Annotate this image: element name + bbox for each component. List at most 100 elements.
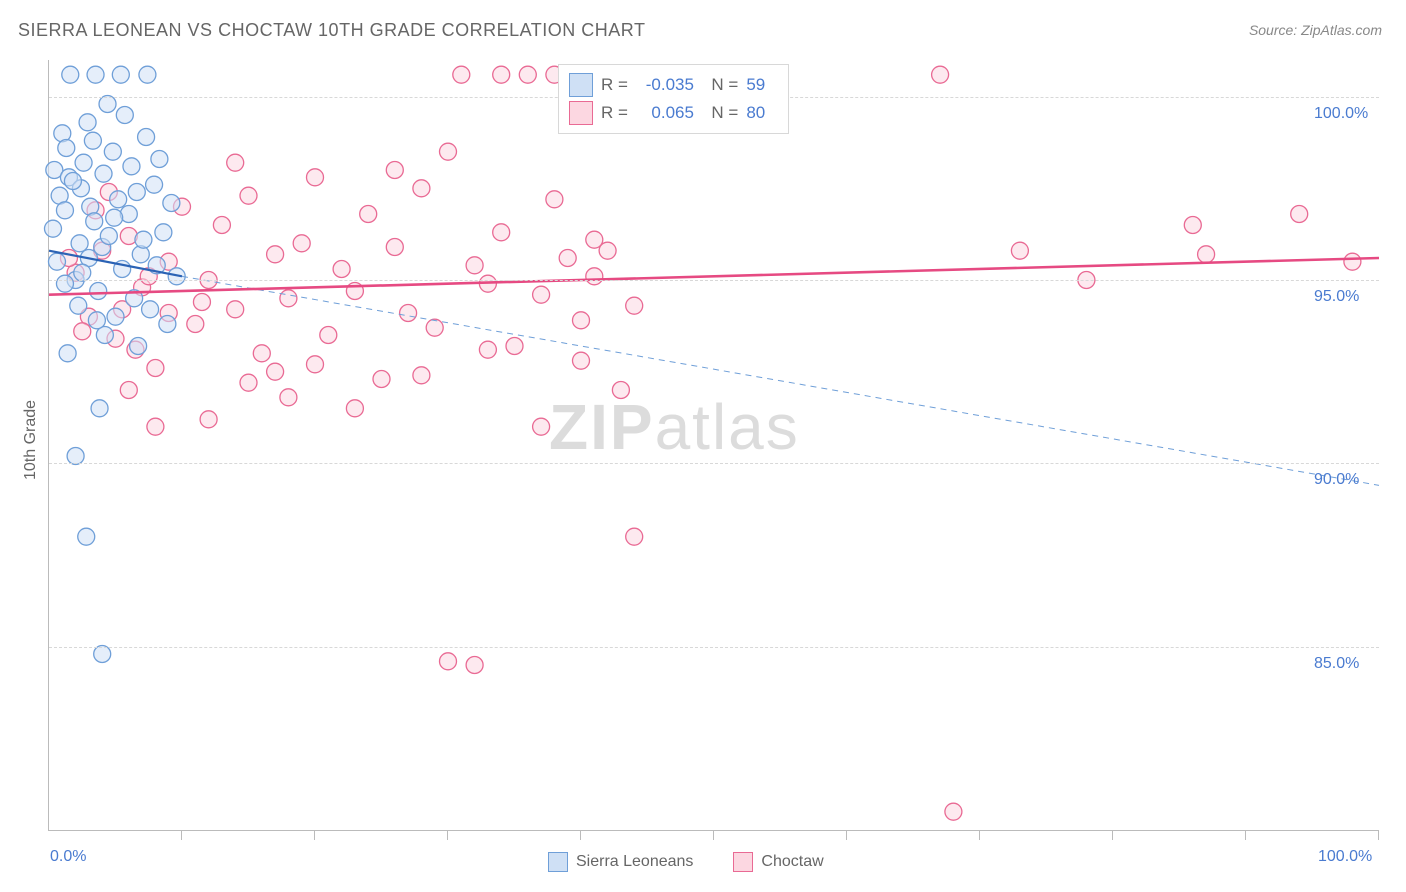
data-point [94, 646, 111, 663]
x-tick [713, 830, 714, 840]
data-point [99, 96, 116, 113]
legend-item: Sierra Leoneans [548, 852, 693, 872]
data-point [506, 338, 523, 355]
data-point [135, 231, 152, 248]
data-point [1198, 246, 1215, 263]
data-point [147, 418, 164, 435]
data-point [112, 66, 129, 83]
data-point [360, 206, 377, 223]
data-point [307, 356, 324, 373]
data-point [71, 235, 88, 252]
trend-line [49, 258, 1379, 295]
data-point [1344, 253, 1361, 270]
trend-line-extrapolated [182, 276, 1379, 485]
x-tick [580, 830, 581, 840]
data-point [253, 345, 270, 362]
legend-swatch [733, 852, 753, 872]
stat-n-label: N = [702, 99, 738, 127]
data-point [62, 66, 79, 83]
stats-row: R =-0.035 N =59 [569, 71, 776, 99]
x-tick [1245, 830, 1246, 840]
data-point [466, 257, 483, 274]
x-tick [181, 830, 182, 840]
data-point [146, 176, 163, 193]
data-point [626, 528, 643, 545]
data-point [612, 382, 629, 399]
source-label: Source: ZipAtlas.com [1249, 22, 1382, 38]
data-point [599, 242, 616, 259]
data-point [155, 224, 172, 241]
data-point [267, 246, 284, 263]
data-point [74, 264, 91, 281]
data-point [626, 297, 643, 314]
data-point [67, 448, 84, 465]
data-point [187, 316, 204, 333]
data-point [159, 316, 176, 333]
data-point [104, 143, 121, 160]
data-point [293, 235, 310, 252]
data-point [213, 217, 230, 234]
data-point [440, 143, 457, 160]
data-point [138, 129, 155, 146]
chart-container: SIERRA LEONEAN VS CHOCTAW 10TH GRADE COR… [0, 0, 1406, 892]
data-point [56, 202, 73, 219]
data-point [86, 213, 103, 230]
data-point [413, 180, 430, 197]
stats-row: R =0.065 N =80 [569, 99, 776, 127]
data-point [100, 228, 117, 245]
data-point [267, 363, 284, 380]
data-point [90, 283, 107, 300]
data-point [147, 360, 164, 377]
data-point [227, 301, 244, 318]
data-point [346, 400, 363, 417]
data-point [240, 374, 257, 391]
data-point [280, 389, 297, 406]
legend-swatch [569, 101, 593, 125]
data-point [139, 66, 156, 83]
data-point [200, 411, 217, 428]
y-tick-label: 85.0% [1314, 655, 1359, 673]
plot-area: ZIPatlas [48, 60, 1379, 831]
data-point [333, 261, 350, 278]
stat-r-value: 0.065 [636, 99, 694, 127]
data-point [586, 268, 603, 285]
data-point [386, 162, 403, 179]
data-point [373, 371, 390, 388]
data-point [193, 294, 210, 311]
data-point [453, 66, 470, 83]
x-tick [979, 830, 980, 840]
x-tick [1112, 830, 1113, 840]
data-point [123, 158, 140, 175]
data-point [79, 114, 96, 131]
scatter-svg [49, 60, 1379, 830]
data-point [945, 803, 962, 820]
data-point [519, 66, 536, 83]
stat-r-label: R = [601, 71, 628, 99]
data-point [91, 400, 108, 417]
data-point [70, 297, 87, 314]
data-point [1011, 242, 1028, 259]
y-tick-label: 90.0% [1314, 471, 1359, 489]
legend-label: Choctaw [761, 853, 823, 871]
legend-swatch [569, 73, 593, 97]
bottom-legend: Sierra Leoneans Choctaw [548, 852, 824, 872]
gridline [49, 280, 1379, 281]
data-point [142, 301, 159, 318]
x-tick [314, 830, 315, 840]
legend-item: Choctaw [733, 852, 823, 872]
data-point [120, 382, 137, 399]
y-tick-label: 95.0% [1314, 288, 1359, 306]
data-point [44, 220, 61, 237]
x-min-label: 0.0% [50, 848, 86, 866]
data-point [400, 305, 417, 322]
data-point [320, 327, 337, 344]
data-point [84, 132, 101, 149]
data-point [307, 169, 324, 186]
x-tick [1378, 830, 1379, 840]
legend-swatch [548, 852, 568, 872]
data-point [573, 352, 590, 369]
data-point [116, 107, 133, 124]
data-point [151, 151, 168, 168]
data-point [48, 253, 65, 270]
data-point [78, 528, 95, 545]
